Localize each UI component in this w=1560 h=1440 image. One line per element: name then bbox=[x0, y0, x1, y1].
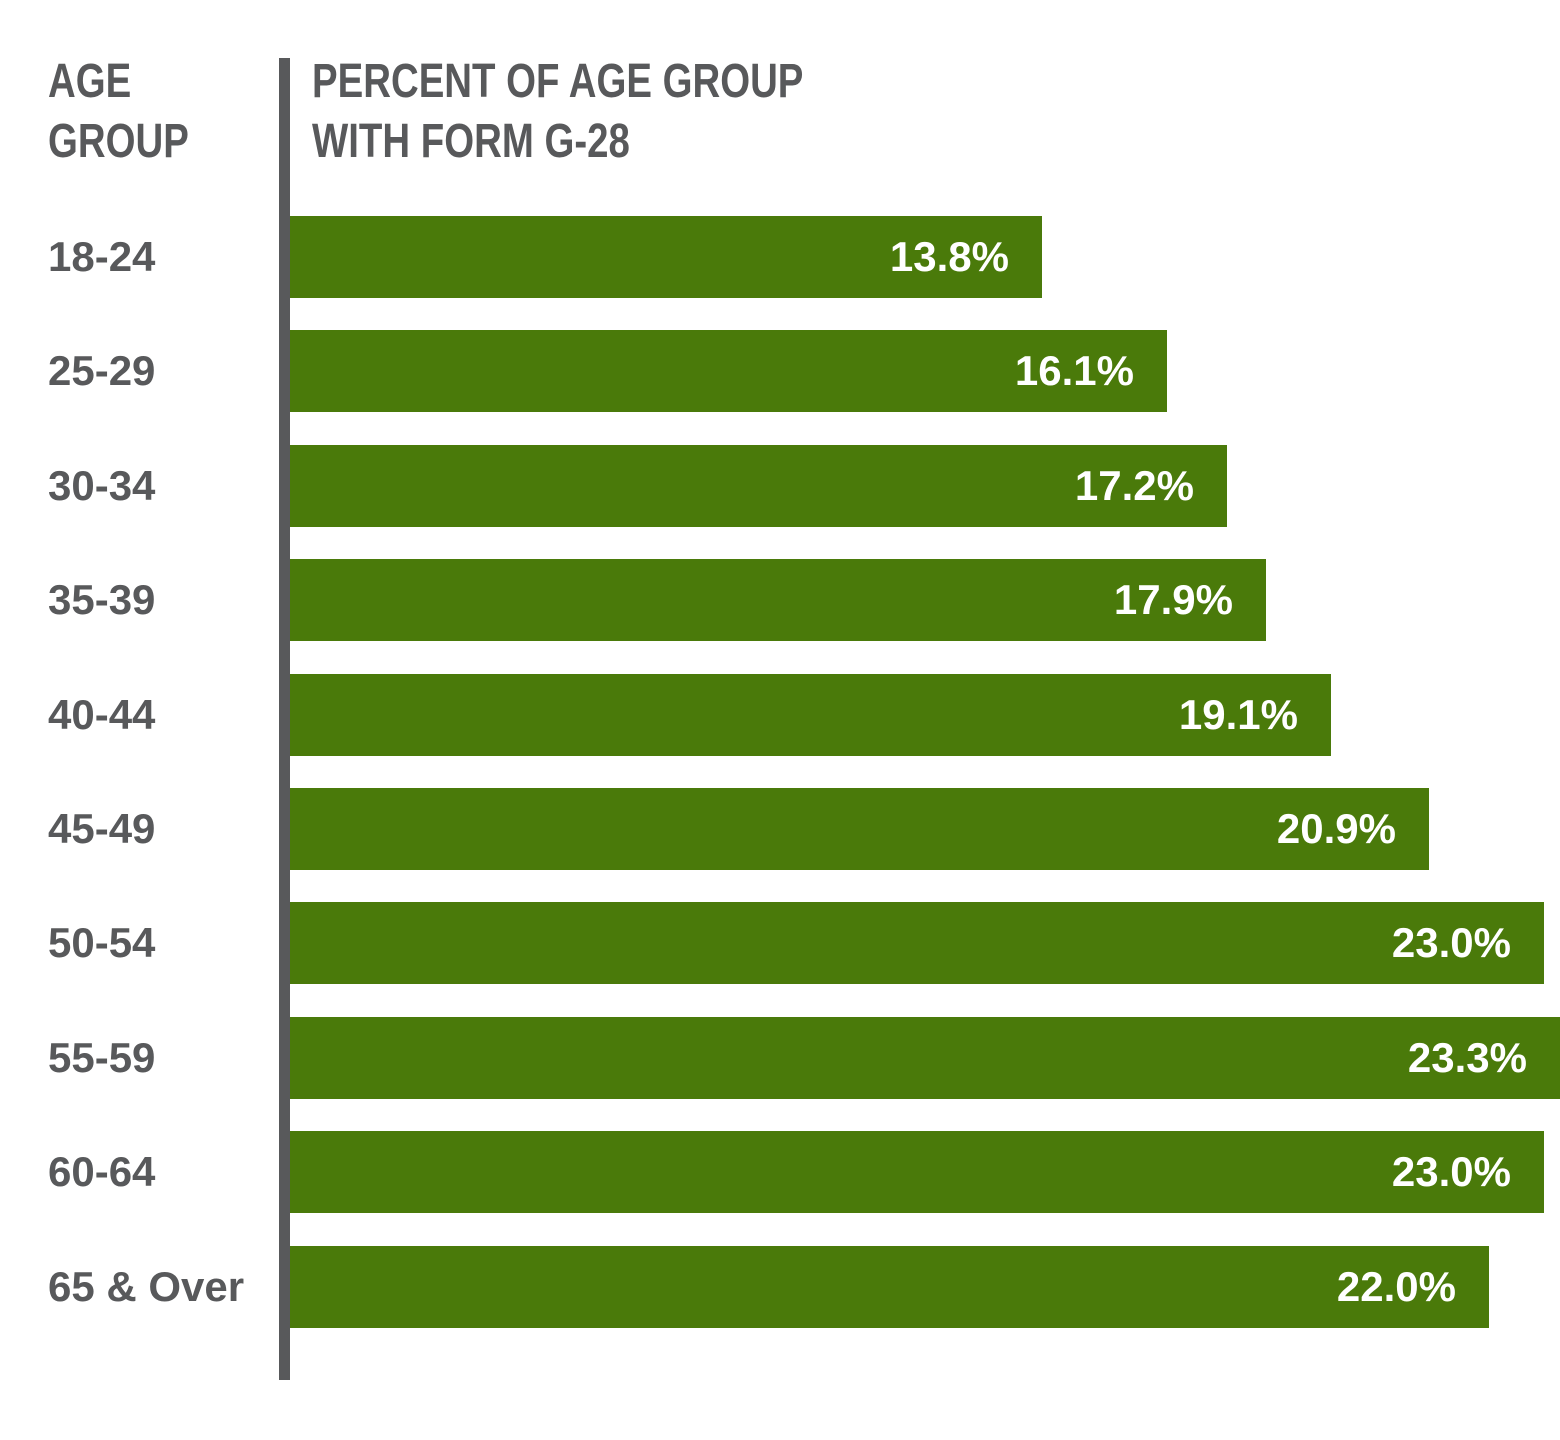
bar: 19.1% bbox=[290, 674, 1331, 756]
y-axis-line bbox=[279, 58, 290, 1380]
bar: 16.1% bbox=[290, 330, 1167, 412]
age-group-label: 35-39 bbox=[48, 576, 156, 623]
age-group-label: 25-29 bbox=[48, 347, 156, 394]
bar: 23.3% bbox=[290, 1017, 1560, 1099]
age-group-label: 30-34 bbox=[48, 462, 156, 509]
bar-value-label: 23.3% bbox=[1407, 1034, 1527, 1081]
age-group-label: 45-49 bbox=[48, 805, 156, 852]
bar-value-label: 22.0% bbox=[1336, 1263, 1456, 1310]
age-group-label: 18-24 bbox=[48, 233, 156, 280]
age-group-label: 50-54 bbox=[48, 919, 156, 966]
bar: 22.0% bbox=[290, 1246, 1489, 1328]
bar: 23.0% bbox=[290, 1131, 1544, 1213]
bar-value-label: 19.1% bbox=[1178, 691, 1298, 738]
age-group-label: 60-64 bbox=[48, 1148, 156, 1195]
bar-value-label: 23.0% bbox=[1391, 1148, 1511, 1195]
bar: 23.0% bbox=[290, 902, 1544, 984]
percent-column-header: PERCENT OF AGE GROUP WITH FORM G-28 bbox=[312, 55, 804, 168]
bar-value-label: 23.0% bbox=[1391, 919, 1511, 966]
bar: 17.2% bbox=[290, 445, 1227, 527]
age-group-label: 40-44 bbox=[48, 691, 156, 738]
bar: 20.9% bbox=[290, 788, 1429, 870]
bar: 17.9% bbox=[290, 559, 1266, 641]
age-group-label: 55-59 bbox=[48, 1034, 156, 1081]
bar-value-label: 13.8% bbox=[889, 233, 1009, 280]
age-group-column-header: AGE GROUP bbox=[48, 55, 189, 168]
age-group-label: 65 & Over bbox=[48, 1263, 245, 1310]
bar-value-label: 17.9% bbox=[1113, 576, 1233, 623]
bar: 13.8% bbox=[290, 216, 1042, 298]
bar-value-label: 20.9% bbox=[1276, 805, 1396, 852]
bar-value-label: 16.1% bbox=[1014, 347, 1134, 394]
bar-value-label: 17.2% bbox=[1074, 462, 1194, 509]
